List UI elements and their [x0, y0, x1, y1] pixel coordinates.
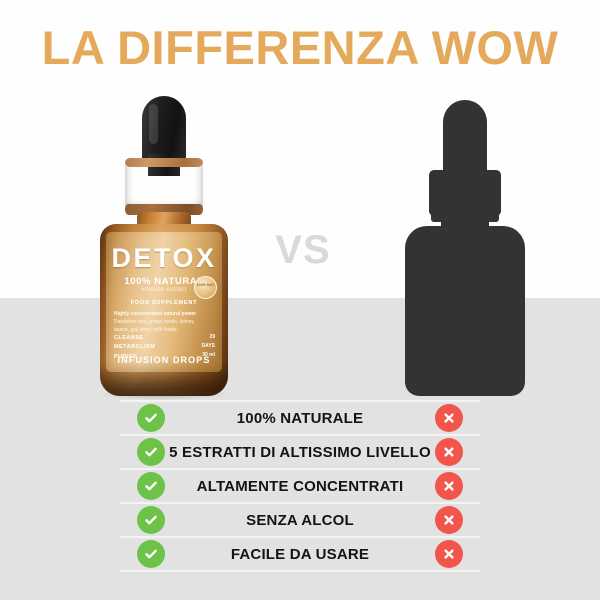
- label-description-line-2: Dandelion root, grape seeds, kidney: [114, 318, 195, 325]
- silhouette-body: [405, 226, 525, 396]
- table-row-label: 100% NATURALE: [236, 409, 364, 427]
- label-description: Highly concentrated natural power Dandel…: [114, 311, 216, 334]
- gold-seal-badge: 100% NAT: [194, 276, 217, 299]
- row-separator: [120, 570, 480, 572]
- cross-icon: [435, 404, 463, 432]
- table-row-label: FACILE DA USARE: [230, 545, 370, 563]
- label-subtitle-secondary: infusion extract: [141, 287, 187, 293]
- comparison-table: 100% NATURALE 5 ESTRATTI DI ALTISSIMO LI…: [120, 400, 480, 572]
- gold-seal-text: 100% NAT: [196, 283, 215, 287]
- table-row: 5 ESTRATTI DI ALTISSIMO LIVELLO: [120, 436, 480, 468]
- competitor-bottle-silhouette: [405, 100, 525, 396]
- label-product-title: DETOX: [111, 243, 217, 273]
- label-subtitle: 100% NATURAL: [124, 276, 204, 287]
- cross-icon: [435, 438, 463, 466]
- label-category: FOOD SUPPLEMENT: [130, 300, 198, 306]
- page-title: LA DIFFERENZA WOW: [41, 21, 559, 74]
- label-brand-name: INFUSION DROPS: [117, 355, 211, 365]
- table-row: FACILE DA USARE: [120, 538, 480, 570]
- check-icon: [137, 404, 165, 432]
- product-bottle-image: DETOX 100% NATURAL infusion extract FOOD…: [92, 96, 236, 400]
- bottle-drop-shadow: [98, 388, 230, 400]
- label-benefit-item: CLEANSE: [114, 335, 144, 341]
- bottle-label: DETOX 100% NATURAL infusion extract FOOD…: [106, 232, 222, 372]
- label-benefit-list: CLEANSE METABOLISM PURIFY: [114, 334, 176, 362]
- silhouette-cap: [429, 170, 501, 216]
- versus-label: VS: [275, 228, 331, 272]
- cross-icon: [435, 540, 463, 568]
- wooden-cap-rim: [125, 158, 203, 167]
- cross-icon: [435, 472, 463, 500]
- table-row: 100% NATURALE: [120, 402, 480, 434]
- row-separator: [120, 468, 480, 470]
- silhouette-dropper-bulb: [443, 100, 487, 178]
- label-description-line-3: beans, goji berry, milk thistle: [114, 326, 177, 333]
- label-description-line-1: Highly concentrated natural power: [114, 311, 197, 317]
- row-separator: [120, 502, 480, 504]
- check-icon: [137, 540, 165, 568]
- check-icon: [137, 506, 165, 534]
- silhouette-cap-ring: [431, 212, 499, 222]
- label-volume-line: 29: [209, 334, 215, 340]
- label-volume-line: 30 ml: [202, 352, 215, 358]
- check-icon: [137, 438, 165, 466]
- row-separator: [120, 400, 480, 402]
- label-volume-line: DAYS: [201, 343, 215, 349]
- row-separator: [120, 536, 480, 538]
- label-benefit-item: METABOLISM: [114, 344, 156, 351]
- table-row-label: ALTAMENTE CONCENTRATI: [196, 477, 404, 495]
- label-volume-info: 29 DAYS 30 ml: [193, 333, 215, 360]
- cross-icon: [435, 506, 463, 534]
- check-icon: [137, 472, 165, 500]
- label-benefit-item: PURIFY: [114, 353, 138, 360]
- table-row-label: SENZA ALCOL: [246, 511, 354, 529]
- table-row: SENZA ALCOL: [120, 504, 480, 536]
- table-row: ALTAMENTE CONCENTRATI: [120, 470, 480, 502]
- table-row-label: 5 ESTRATTI DI ALTISSIMO LIVELLO: [169, 443, 431, 461]
- wooden-cap-base: [125, 204, 203, 215]
- row-separator: [120, 434, 480, 436]
